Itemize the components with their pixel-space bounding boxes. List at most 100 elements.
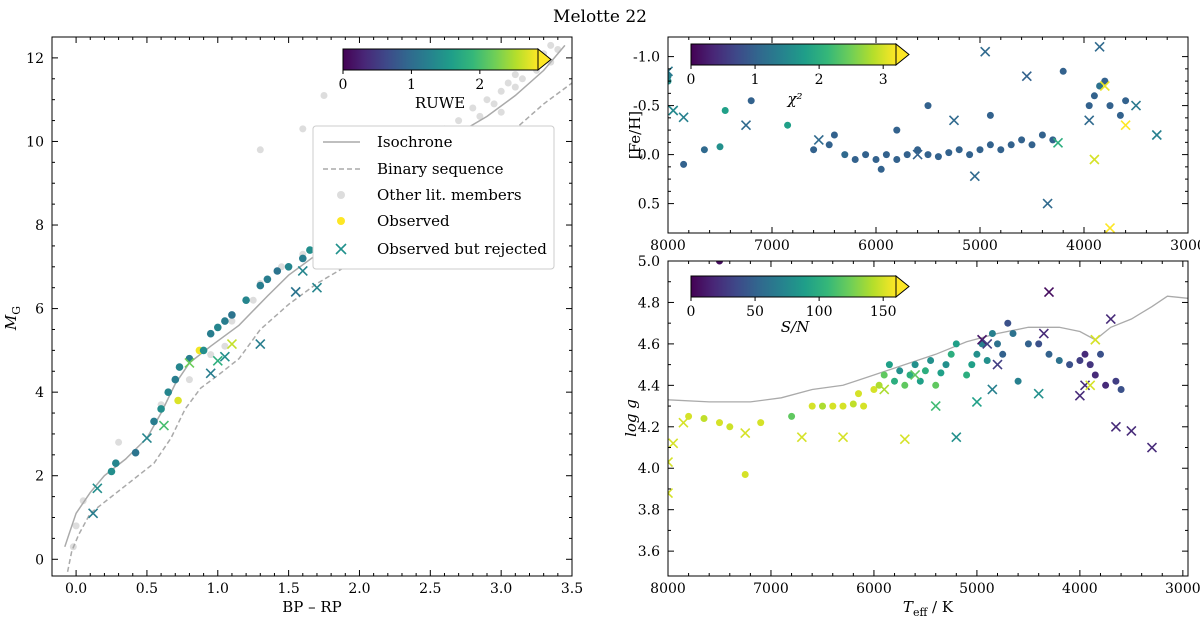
C-colorbar-tick-label: 50 bbox=[746, 304, 764, 320]
kiel-rejected-marker bbox=[678, 417, 689, 428]
kiel-rejected-marker bbox=[1105, 313, 1116, 325]
cmd-rejected-marker bbox=[297, 265, 308, 277]
kiel-rejected-marker bbox=[971, 396, 982, 407]
metallicity-observed-point bbox=[872, 156, 880, 163]
legend-other-swatch bbox=[337, 191, 345, 199]
metallicity-observed-point bbox=[966, 151, 974, 159]
chi2-colorbar-extend bbox=[895, 42, 910, 67]
kiel-rejected-marker bbox=[1033, 388, 1044, 399]
snr-colorbar-frame bbox=[690, 275, 897, 298]
kiel-observed-point bbox=[1086, 361, 1094, 369]
kiel-rejected-marker bbox=[1110, 421, 1121, 432]
chi2-colorbar: 0 1 2 3 χ² bbox=[687, 42, 910, 108]
B-colorbar-tick-label: 1 bbox=[751, 72, 760, 88]
cmd-observed-point bbox=[171, 375, 180, 384]
kiel-observed-point bbox=[1066, 361, 1074, 369]
kiel-observed-point bbox=[994, 340, 1001, 348]
C-y-tick-label: 4.2 bbox=[638, 420, 660, 436]
kiel-ylabel: log g bbox=[622, 399, 640, 437]
cmd-other-member-point bbox=[518, 75, 526, 83]
ruwe-colorbar-frame bbox=[342, 48, 539, 71]
metallicity-observed-point bbox=[721, 107, 729, 114]
cmd-other-member-point bbox=[455, 117, 463, 125]
metallicity-rejected-marker bbox=[1021, 71, 1032, 82]
cmd-observed-point bbox=[206, 329, 215, 338]
legend-isochrone: Isochrone bbox=[377, 133, 453, 151]
metallicity-axes-frame bbox=[667, 36, 1189, 234]
cmd-observed-point bbox=[174, 396, 182, 405]
kiel-observed-point bbox=[885, 361, 893, 369]
chi2-colorbar-ticks: 0 1 2 3 bbox=[687, 65, 888, 88]
A-y-tick-label: 10 bbox=[26, 134, 44, 150]
metallicity-observed-point bbox=[914, 146, 922, 154]
kiel-observed-point bbox=[829, 402, 837, 410]
cmd-observed-point bbox=[228, 311, 236, 319]
metallicity-observed-point bbox=[1085, 102, 1093, 110]
kiel-observed-point bbox=[963, 371, 971, 379]
kiel-observed-point bbox=[968, 361, 976, 369]
kiel-ticks: 8000 7000 6000 5000 4000 3000 3.6 3.8 4.0 4.2 4.4 4… bbox=[638, 254, 1200, 597]
metallicity-observed-point bbox=[1106, 102, 1114, 110]
kiel-observed-point bbox=[726, 423, 734, 431]
A-x-tick-label: 2.5 bbox=[419, 581, 441, 597]
cmd-other-member-point bbox=[490, 100, 498, 108]
A-x-tick-label: 0.0 bbox=[65, 581, 87, 597]
metallicity-observed-point bbox=[1101, 77, 1109, 85]
cmd-other-member-point bbox=[72, 522, 80, 530]
cmd-observed-point bbox=[273, 267, 282, 275]
cmd-observed-point bbox=[157, 405, 165, 413]
snr-colorbar-gradient bbox=[691, 276, 896, 297]
cmd-other-member-point bbox=[476, 112, 484, 120]
cmd-other-member-point bbox=[497, 87, 505, 95]
kiel-observed-point bbox=[1045, 350, 1053, 358]
cmd-other-member-point bbox=[115, 438, 123, 446]
cmd-observed-point bbox=[107, 467, 116, 476]
metallicity-observed-point bbox=[1059, 67, 1067, 75]
metallicity-observed-point bbox=[747, 97, 755, 105]
B-y-tick-label: 0.0 bbox=[638, 148, 660, 164]
kiel-observed-point bbox=[1004, 319, 1012, 327]
cmd-observed-point bbox=[242, 296, 250, 305]
cmd-other-member-point bbox=[228, 317, 236, 325]
metallicity-rejected-marker bbox=[1084, 115, 1095, 126]
A-y-tick-label: 2 bbox=[35, 469, 44, 485]
chi2-colorbar-frame bbox=[690, 43, 897, 66]
cmd-observed-point bbox=[199, 346, 208, 355]
A-y-tick-label: 4 bbox=[35, 385, 44, 401]
A-x-tick-label: 0.5 bbox=[136, 581, 158, 597]
kiel-observed-point bbox=[988, 330, 996, 337]
kiel-rejected-marker bbox=[1038, 328, 1049, 339]
kiel-observed-point bbox=[849, 400, 857, 408]
A-x-tick-label: 1.5 bbox=[277, 581, 299, 597]
metallicity-observed-point bbox=[882, 151, 890, 159]
kiel-observed-point bbox=[870, 386, 878, 393]
kiel-rejected-marker bbox=[899, 434, 910, 445]
cmd-rejected-marker bbox=[158, 420, 170, 431]
B-x-tick-label: 4000 bbox=[1066, 238, 1102, 254]
metallicity-observed-point bbox=[810, 146, 818, 154]
metallicity-observed-point bbox=[700, 146, 708, 154]
metallicity-rejected-marker bbox=[1089, 154, 1100, 165]
kiel-rejected-marker bbox=[668, 488, 674, 499]
cmd-rejected-marker bbox=[255, 339, 266, 350]
legend-rejected: Observed but rejected bbox=[377, 240, 547, 258]
cmd-observed-point bbox=[221, 317, 229, 325]
metallicity-observed-point bbox=[1028, 141, 1036, 149]
kiel-observed-point bbox=[855, 390, 862, 398]
metallicity-rejected-marker bbox=[1052, 137, 1064, 148]
C-y-tick-label: 3.6 bbox=[638, 544, 660, 560]
cmd-other-member-point bbox=[504, 79, 512, 87]
metallicity-observed-point bbox=[903, 151, 911, 159]
cmd-rejected-marker bbox=[311, 282, 323, 293]
C-colorbar-tick-label: 100 bbox=[806, 304, 833, 320]
kiel-rejected-marker bbox=[987, 384, 998, 395]
metallicity-observed-point bbox=[851, 156, 859, 163]
kiel-rejected-marker bbox=[1043, 287, 1055, 298]
metallicity-observed-point bbox=[955, 146, 963, 154]
metallicity-rejected-marker bbox=[813, 134, 824, 145]
C-x-tick-label: 5000 bbox=[959, 581, 995, 597]
metallicity-rejected-marker bbox=[678, 112, 689, 123]
legend-observed: Observed bbox=[377, 212, 450, 230]
metallicity-rejected-marker bbox=[980, 46, 991, 57]
kiel-panel: 8000 7000 6000 5000 4000 3000 3.6 3.8 4.0 4.2 4.4 4… bbox=[622, 254, 1200, 619]
